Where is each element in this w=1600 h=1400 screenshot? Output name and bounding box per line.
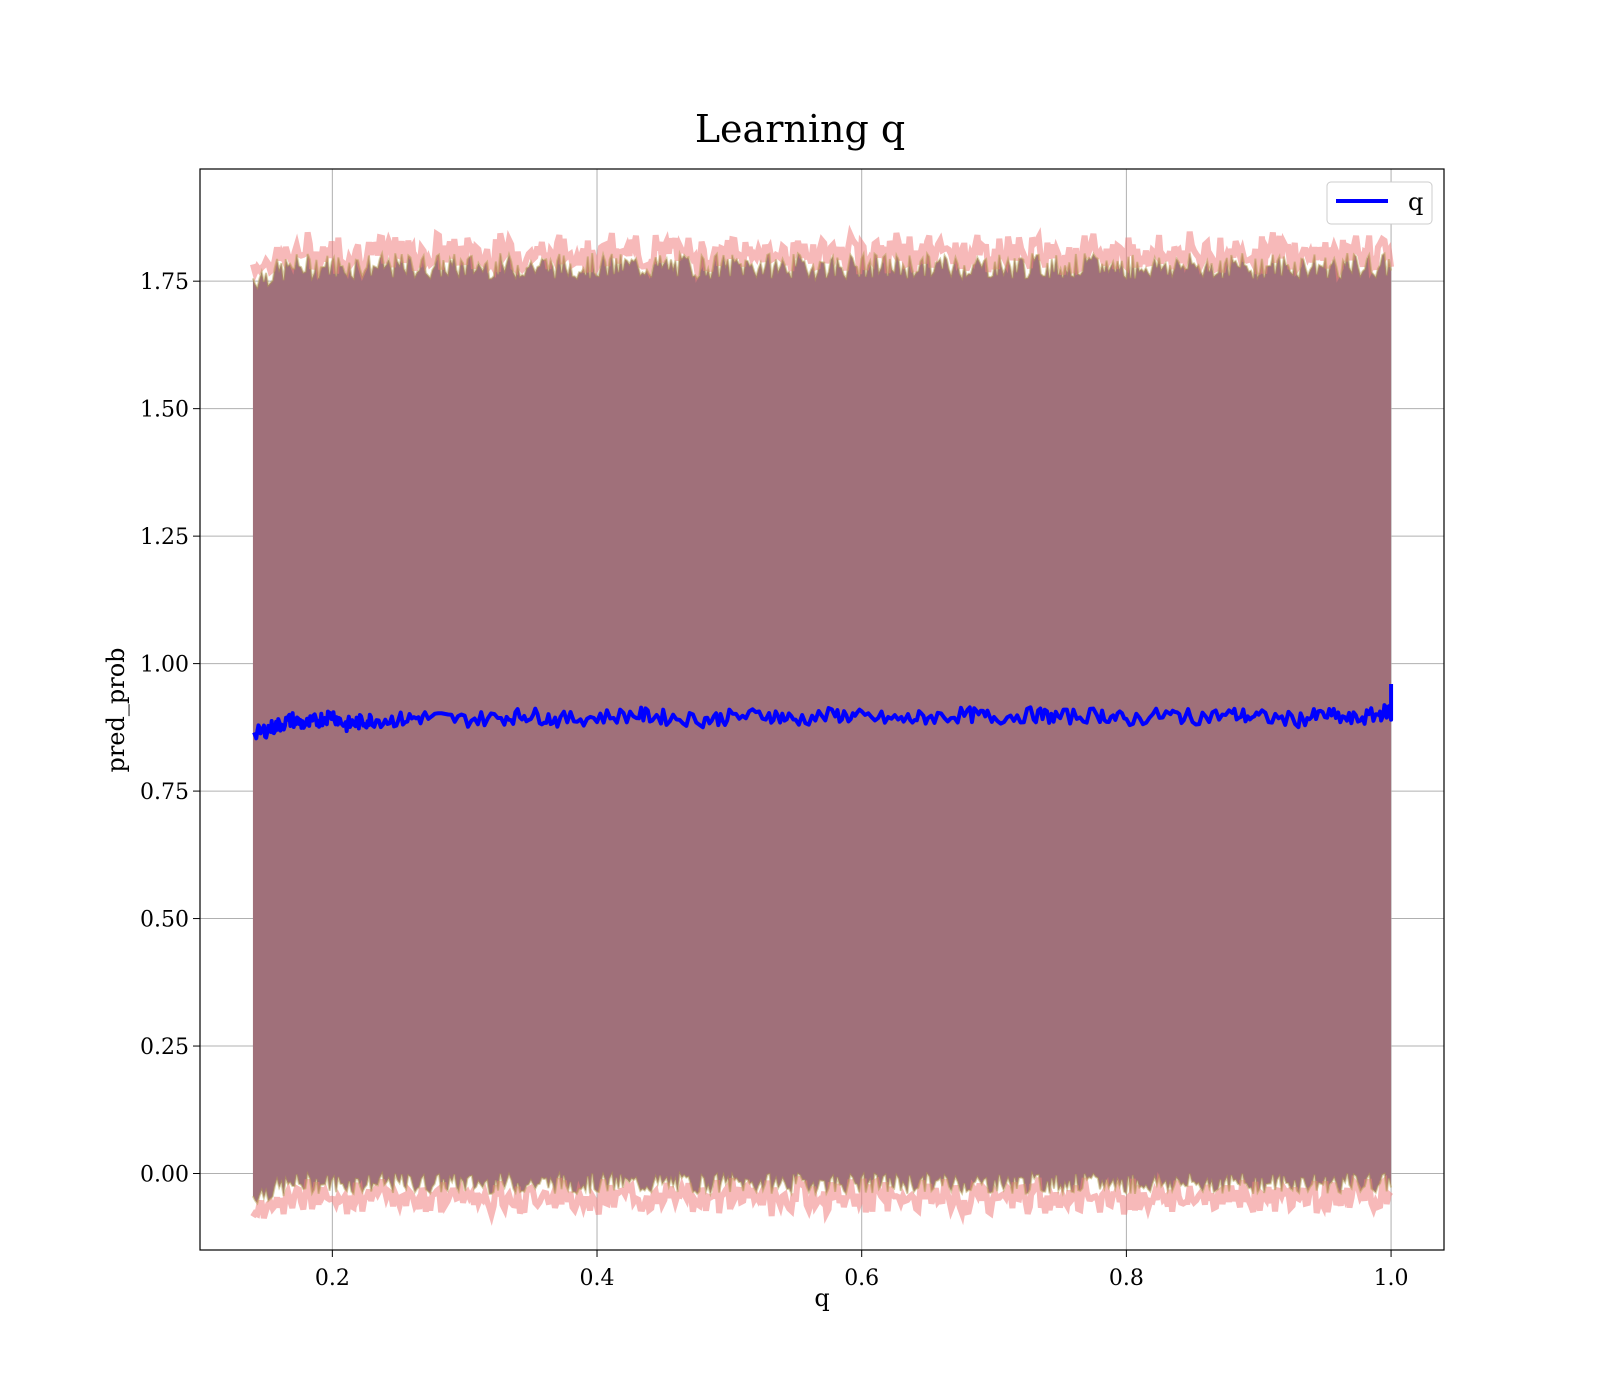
legend-label-q: q <box>1408 188 1423 216</box>
x-tick-label: 0.8 <box>1109 1266 1144 1291</box>
band-fill <box>252 253 1392 1204</box>
series-line-q <box>252 684 1394 741</box>
chart-title: Learning q <box>695 107 905 151</box>
y-tick-label: 0.00 <box>140 1163 189 1188</box>
y-tick-label: 1.25 <box>140 525 189 550</box>
x-tick-label: 0.6 <box>844 1266 879 1291</box>
y-tick-label: 1.00 <box>140 653 189 678</box>
y-tick-label: 1.75 <box>140 270 189 295</box>
x-axis-label: q <box>814 1284 829 1312</box>
band-lower-edge <box>250 1171 1394 1226</box>
x-axis-ticks: 0.2 0.4 0.6 0.8 1.0 <box>315 1250 1409 1291</box>
y-tick-label: 0.25 <box>140 1035 189 1060</box>
prediction-band <box>250 224 1395 1226</box>
band-upper-edge <box>250 224 1395 284</box>
band-upper-inner <box>252 249 1393 291</box>
band-lower-inner <box>252 1170 1393 1206</box>
x-tick-label: 0.2 <box>315 1266 350 1291</box>
x-tick-label: 1.0 <box>1374 1266 1409 1291</box>
x-tick-label: 0.4 <box>580 1266 615 1291</box>
y-axis-label: pred_prob <box>102 647 130 772</box>
legend: q <box>1326 181 1433 225</box>
y-axis-ticks: 0.00 0.25 0.50 0.75 1.00 1.25 1.50 1.75 <box>140 270 200 1188</box>
plot-frame <box>199 168 1445 1251</box>
series-layer <box>252 684 1394 741</box>
y-tick-label: 0.75 <box>140 780 189 805</box>
y-tick-label: 0.50 <box>140 908 189 933</box>
y-tick-label: 1.50 <box>140 398 189 423</box>
